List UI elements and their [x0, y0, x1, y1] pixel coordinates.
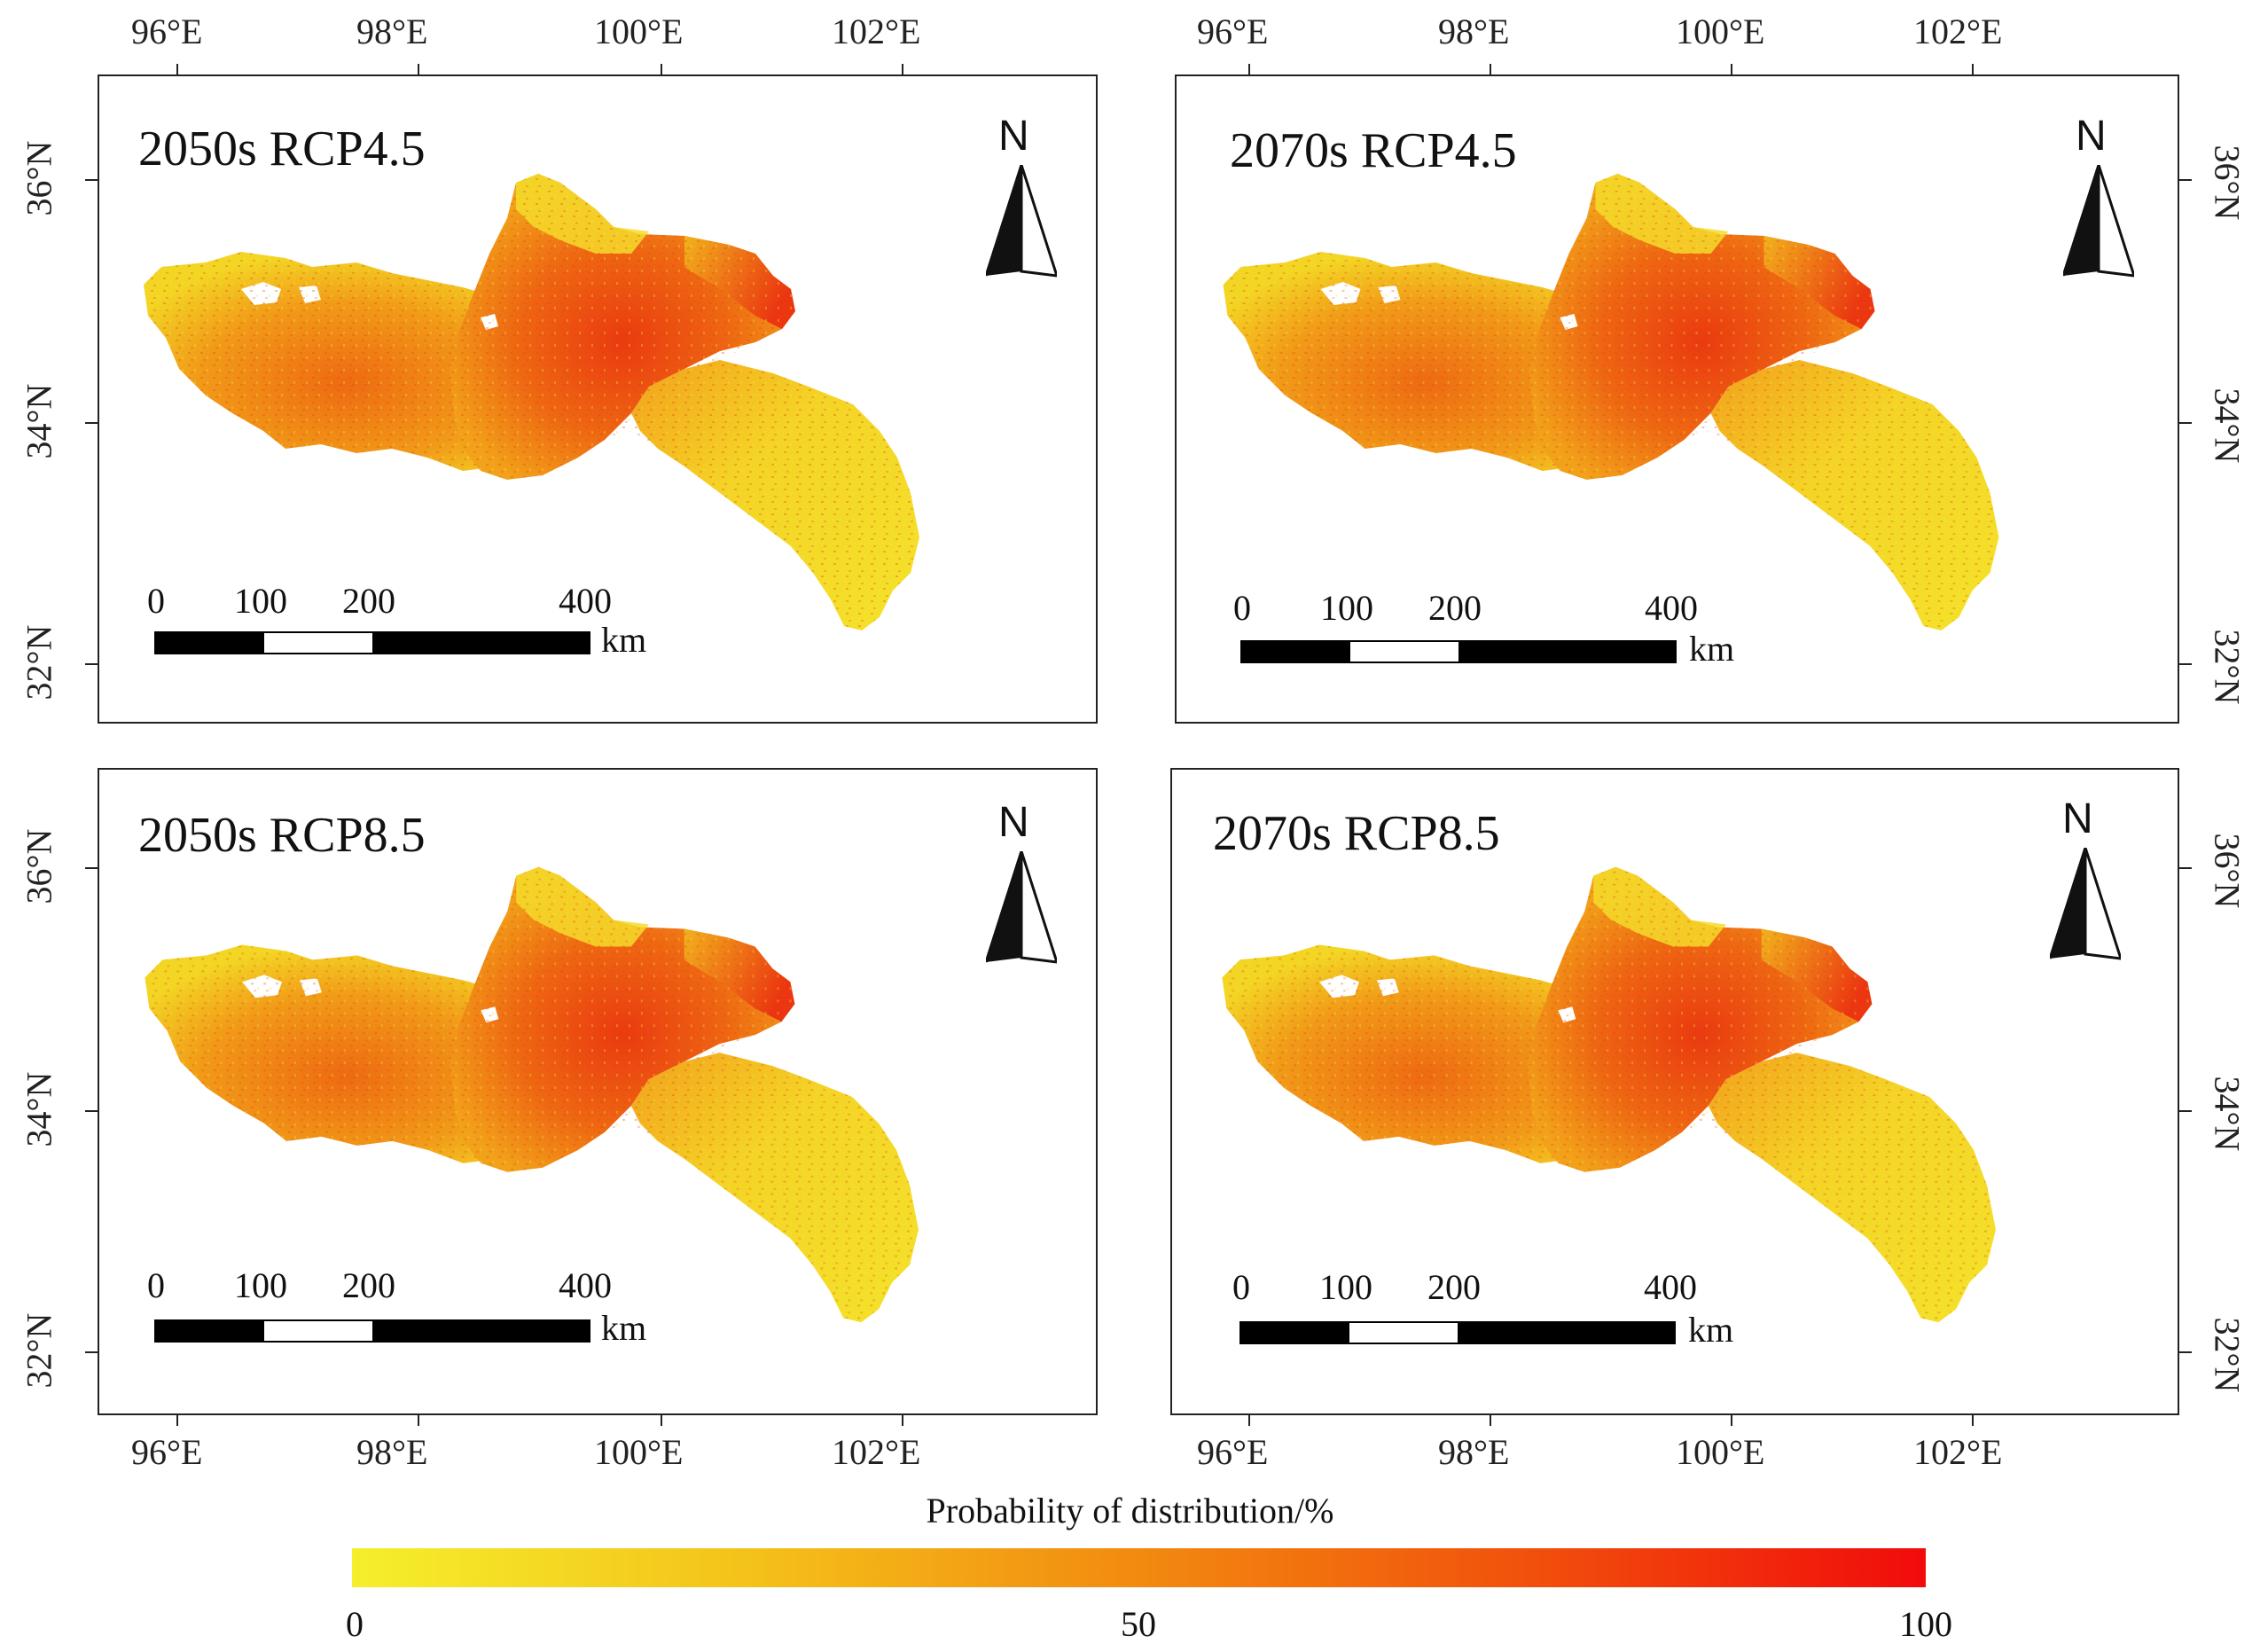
lon-tick-bottom-right: 100°E	[1676, 1432, 1765, 1472]
north-label: N	[2062, 795, 2093, 842]
lon-tick-bottom-right: 98°E	[1438, 1432, 1510, 1472]
lat-tick-left-top: 36°N	[19, 140, 59, 216]
lon-tick-top-left: 102°E	[832, 12, 921, 51]
scale-label-400: 400	[559, 581, 612, 621]
scale-label-400: 400	[1644, 1267, 1697, 1307]
scale-unit: km	[601, 620, 647, 660]
scale-label-200: 200	[1428, 588, 1482, 628]
scale-label-200: 200	[1427, 1267, 1481, 1307]
north-arrow-icon	[2050, 848, 2121, 960]
lat-tick-left-bottom: 32°N	[19, 1312, 59, 1389]
north-arrow-icon	[986, 165, 1057, 278]
lat-tick-left-top: 34°N	[19, 383, 59, 459]
legend-label-50: 50	[1121, 1604, 1156, 1644]
lat-tick-left-bottom: 34°N	[19, 1071, 59, 1147]
map-panel-2050s-rcp85: 2050s RCP8.5 N 0 100 200 400 km	[98, 768, 1098, 1415]
lon-tick-top-right: 98°E	[1438, 12, 1510, 51]
scale-label-0: 0	[147, 1265, 165, 1305]
legend-label-0: 0	[346, 1604, 364, 1644]
scale-unit: km	[601, 1308, 647, 1348]
lat-tick-right-bottom: 36°N	[2207, 833, 2248, 909]
lat-tick-left-bottom: 36°N	[19, 828, 59, 904]
lon-tick-top-left: 100°E	[594, 12, 684, 51]
map-panel-2070s-rcp45: 2070s RCP4.5 N 0 100 200 400 km	[1175, 74, 2179, 724]
scale-bar	[154, 1319, 590, 1343]
map-title: 2050s RCP4.5	[138, 121, 426, 176]
north-label: N	[2076, 113, 2107, 160]
lat-tick-left-top: 32°N	[19, 624, 59, 701]
lat-tick-right-top: 36°N	[2207, 145, 2248, 221]
scale-unit: km	[1689, 629, 1735, 669]
scale-label-100: 100	[1320, 588, 1373, 628]
scale-label-0: 0	[1232, 1267, 1250, 1307]
scale-label-200: 200	[342, 581, 395, 621]
scale-bar	[1239, 1321, 1676, 1344]
legend-label-100: 100	[1899, 1604, 1952, 1644]
legend-title: Probability of distribution/%	[926, 1491, 1334, 1531]
lat-tick-right-top: 34°N	[2207, 388, 2248, 464]
map-title: 2050s RCP8.5	[138, 808, 426, 863]
lon-tick-bottom-left: 102°E	[832, 1432, 921, 1472]
lon-tick-bottom-left: 98°E	[356, 1432, 428, 1472]
lat-tick-right-top: 32°N	[2207, 629, 2248, 705]
lon-tick-bottom-left: 100°E	[594, 1432, 684, 1472]
north-label: N	[998, 799, 1029, 846]
map-panel-2050s-rcp45: 2050s RCP4.5 N 0 100 200 400 km	[98, 74, 1098, 724]
lon-tick-bottom-right: 96°E	[1197, 1432, 1269, 1472]
lat-tick-right-bottom: 34°N	[2207, 1076, 2248, 1152]
lat-tick-right-bottom: 32°N	[2207, 1317, 2248, 1393]
scale-label-200: 200	[342, 1265, 395, 1305]
scale-bar	[154, 631, 590, 654]
scale-unit: km	[1688, 1310, 1734, 1350]
north-arrow-icon	[2063, 165, 2134, 278]
lon-tick-bottom-right: 102°E	[1913, 1432, 2003, 1472]
lon-tick-top-right: 102°E	[1913, 12, 2003, 51]
map-panel-2070s-rcp85: 2070s RCP8.5 N 0 100 200 400 km	[1170, 768, 2179, 1415]
lon-tick-top-left: 96°E	[131, 12, 203, 51]
scale-bar	[1240, 640, 1677, 663]
distribution-map	[1222, 866, 1997, 1323]
north-label: N	[998, 113, 1029, 160]
distribution-map	[144, 174, 919, 630]
north-arrow-icon	[986, 851, 1057, 964]
scale-label-100: 100	[1319, 1267, 1372, 1307]
scale-label-400: 400	[1645, 588, 1698, 628]
scale-label-400: 400	[559, 1265, 612, 1305]
lon-tick-top-right: 96°E	[1197, 12, 1269, 51]
map-title: 2070s RCP8.5	[1213, 806, 1500, 861]
map-title: 2070s RCP4.5	[1230, 123, 1517, 178]
scale-label-100: 100	[234, 581, 287, 621]
lon-tick-bottom-left: 96°E	[131, 1432, 203, 1472]
scale-label-100: 100	[234, 1265, 287, 1305]
scale-label-0: 0	[1233, 588, 1251, 628]
legend-colorbar	[352, 1548, 1926, 1587]
lon-tick-top-left: 98°E	[356, 12, 428, 51]
lon-tick-top-right: 100°E	[1676, 12, 1765, 51]
scale-label-0: 0	[147, 581, 165, 621]
